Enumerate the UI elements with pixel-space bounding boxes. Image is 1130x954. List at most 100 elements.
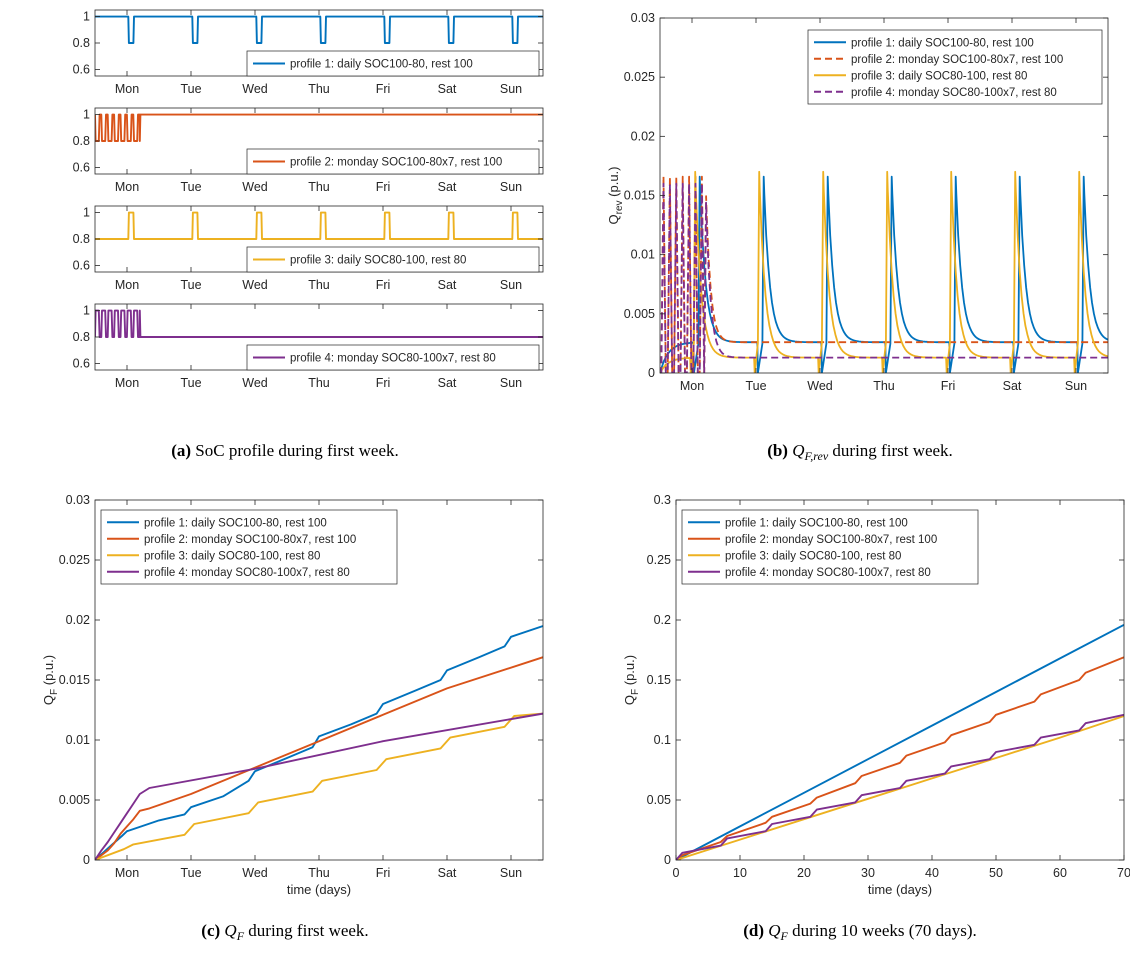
soc2-xtick-label: Sat — [438, 180, 457, 194]
legend-qfw-entry: profile 1: daily SOC100-80, rest 100 — [144, 517, 327, 529]
qf70-xtick-label: 60 — [1053, 866, 1067, 880]
qrev-ytick-label: 0.015 — [624, 189, 655, 203]
soc2-ytick-label: 1 — [83, 108, 90, 122]
series-group — [660, 170, 1108, 373]
soc2-xtick-label: Sun — [500, 180, 522, 194]
soc4-xtick-label: Sun — [500, 376, 522, 390]
legend-qrev-entry: profile 4: monday SOC80-100x7, rest 80 — [851, 87, 1057, 99]
series-group — [95, 211, 543, 240]
caption-d: (d) QF during 10 weeks (70 days). — [743, 921, 977, 943]
qf70-ytick-label: 0.2 — [654, 613, 671, 627]
soc1-xtick-label: Thu — [308, 82, 330, 96]
legend-qfw-entry: profile 4: monday SOC80-100x7, rest 80 — [144, 567, 350, 579]
soc1-xtick-label: Mon — [115, 82, 139, 96]
series-line-profile-1 — [660, 175, 1108, 373]
y-axis-label-main: Q — [41, 695, 56, 705]
qf70-xtick-label: 40 — [925, 866, 939, 880]
caption-b: (b) QF,rev during first week. — [767, 441, 953, 463]
soc2-xtick-label: Mon — [115, 180, 139, 194]
soc3-xtick-label: Mon — [115, 278, 139, 292]
legend-soc1-entry: profile 1: daily SOC100-80, rest 100 — [290, 59, 473, 71]
soc-subplot-2: 0.6 0.8 1 Mon Tue Wed Thu Fri Sat Sun profile 2: m… — [73, 108, 544, 194]
legend-soc2-box — [246, 148, 540, 175]
legend-qf70-entry: profile 2: monday SOC100-80x7, rest 100 — [725, 534, 937, 546]
y-axis-label-main: Q — [606, 214, 621, 224]
series-line-profile-2 — [95, 656, 543, 860]
legend-soc3-entry: profile 3: daily SOC80-100, rest 80 — [290, 255, 466, 267]
qrev-ytick-label: 0.01 — [631, 248, 655, 262]
qrev-xtick-label: Wed — [807, 379, 833, 393]
series-line-profile-4 — [95, 712, 543, 860]
soc3-ytick-label: 0.8 — [73, 232, 90, 246]
soc1-xtick-label: Wed — [242, 82, 268, 96]
qrev-ytick-label: 0.03 — [631, 11, 655, 25]
legend-qfw-box — [100, 509, 398, 585]
soc2-xtick-label: Thu — [308, 180, 330, 194]
series-line-profile-3 — [95, 712, 543, 860]
qf70-xtick-label: 30 — [861, 866, 875, 880]
soc4-xtick-label: Tue — [180, 376, 201, 390]
soc3-xtick-label: Fri — [376, 278, 391, 292]
qf70-ytick-label: 0.05 — [647, 793, 671, 807]
qfw-xtick-label: Wed — [242, 866, 268, 880]
qfw-xtick-label: Fri — [376, 866, 391, 880]
y-axis-label: QF (p.u.) — [41, 655, 60, 705]
panel-c-qf-week: 0 0.005 0.01 0.015 0.02 0.025 0.03 Mon Tue Wed Thu… — [41, 493, 544, 897]
y-axis-label-unit: (p.u.) — [622, 655, 637, 689]
y-axis-label: QF (p.u.) — [622, 655, 641, 705]
legend-soc3-box — [246, 246, 540, 273]
y-axis-label-unit: (p.u.) — [606, 167, 621, 201]
qfw-ytick-label: 0.025 — [59, 553, 90, 567]
soc2-ytick-label: 0.8 — [73, 134, 90, 148]
soc4-ytick-label: 0.8 — [73, 330, 90, 344]
soc-subplot-1: 0.6 0.8 1 Mon Tue Wed Thu Fri Sat Sun profile 1: d… — [73, 9, 544, 96]
soc4-ytick-label: 1 — [83, 304, 90, 318]
panel-b-q-rev: 0 0.005 0.01 0.015 0.02 0.025 0.03 Mon Tue Wed Thu… — [606, 11, 1109, 393]
qf70-xtick-label: 50 — [989, 866, 1003, 880]
soc4-xtick-label: Mon — [115, 376, 139, 390]
soc3-xtick-label: Wed — [242, 278, 268, 292]
qf70-xtick-label: 20 — [797, 866, 811, 880]
series-group — [676, 623, 1124, 860]
y-axis-label-sub: F — [630, 689, 641, 695]
qrev-ytick-label: 0.005 — [624, 307, 655, 321]
qrev-ytick-label: 0 — [648, 366, 655, 380]
qfw-ytick-label: 0 — [83, 853, 90, 867]
legend-qrev-entry: profile 3: daily SOC80-100, rest 80 — [851, 70, 1027, 82]
qrev-xtick-label: Sat — [1003, 379, 1022, 393]
soc1-ytick-label: 0.6 — [73, 62, 90, 76]
qrev-xtick-label: Thu — [873, 379, 895, 393]
legend-qf70-entry: profile 1: daily SOC100-80, rest 100 — [725, 517, 908, 529]
series-line-profile-4 — [660, 182, 1108, 373]
soc1-ytick-label: 1 — [83, 10, 90, 24]
legend-qf70-entry: profile 3: daily SOC80-100, rest 80 — [725, 550, 901, 562]
qfw-xtick-label: Tue — [180, 866, 201, 880]
qrev-xtick-label: Sun — [1065, 379, 1087, 393]
series-line-profile-3 — [95, 211, 543, 240]
qfw-ytick-label: 0.02 — [66, 613, 90, 627]
series-line-profile-4 — [95, 309, 543, 338]
caption-c: (c) QF during first week. — [201, 921, 368, 943]
soc3-xtick-label: Sat — [438, 278, 457, 292]
soc4-xtick-label: Thu — [308, 376, 330, 390]
soc4-xtick-label: Fri — [376, 376, 391, 390]
legend-soc2-entry: profile 2: monday SOC100-80x7, rest 100 — [290, 157, 502, 169]
qf70-ytick-label: 0.15 — [647, 673, 671, 687]
legend-qf70-entry: profile 4: monday SOC80-100x7, rest 80 — [725, 567, 931, 579]
series-line-profile-1 — [676, 623, 1124, 860]
legend-qrev-entry: profile 2: monday SOC100-80x7, rest 100 — [851, 54, 1063, 66]
x-axis-label: time (days) — [287, 882, 351, 897]
qrev-ytick-label: 0.02 — [631, 129, 655, 143]
qf70-xtick-label: 70 — [1117, 866, 1130, 880]
qf70-ytick-label: 0.3 — [654, 493, 671, 507]
qfw-xtick-label: Sun — [500, 866, 522, 880]
soc1-xtick-label: Sat — [438, 82, 457, 96]
qf70-ytick-label: 0 — [664, 853, 671, 867]
qf70-ytick-label: 0.25 — [647, 553, 671, 567]
soc-subplot-3: 0.6 0.8 1 Mon Tue Wed Thu Fri Sat Sun profile 3: d… — [73, 205, 544, 292]
soc1-xtick-label: Sun — [500, 82, 522, 96]
qrev-xtick-label: Mon — [680, 379, 704, 393]
qrev-xtick-label: Fri — [941, 379, 956, 393]
soc1-xtick-label: Fri — [376, 82, 391, 96]
series-line-profile-2 — [95, 113, 543, 142]
